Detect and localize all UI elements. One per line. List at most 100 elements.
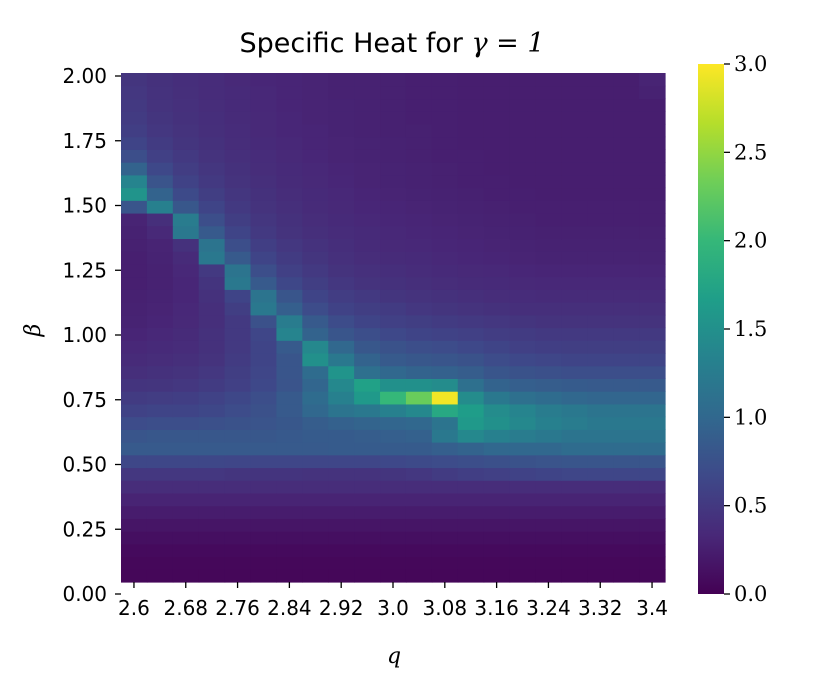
heatmap-cell xyxy=(146,162,174,176)
chart-title-text: Specific Heat for xyxy=(239,28,471,59)
heatmap-cell xyxy=(431,85,459,100)
heatmap-cell xyxy=(121,200,148,214)
heatmap-cell xyxy=(276,442,303,456)
heatmap-cell xyxy=(509,200,537,214)
heatmap-cell xyxy=(198,174,226,189)
heatmap-cell xyxy=(380,569,407,583)
chart-title: Specific Heat for γ = 1 xyxy=(239,28,544,59)
heatmap-cell xyxy=(457,518,485,532)
heatmap-cell xyxy=(639,416,666,430)
heatmap-cell xyxy=(198,327,226,341)
heatmap-cell xyxy=(380,518,407,532)
heatmap-cell xyxy=(224,174,252,189)
heatmap-cell xyxy=(405,314,433,329)
heatmap-cell xyxy=(224,162,252,176)
heatmap-cell xyxy=(302,365,329,379)
heatmap-cell xyxy=(146,85,174,100)
heatmap-cell xyxy=(613,276,640,290)
heatmap-cell xyxy=(587,85,614,100)
heatmap-cell xyxy=(302,391,329,405)
heatmap-cell xyxy=(431,365,459,379)
heatmap-cell xyxy=(276,340,303,354)
y-axis-label: β xyxy=(21,324,46,338)
heatmap-cell xyxy=(483,302,511,316)
heatmap-cell xyxy=(224,429,252,443)
heatmap-cell xyxy=(250,111,278,125)
heatmap-cell xyxy=(146,403,174,418)
heatmap-cell xyxy=(561,556,588,570)
heatmap-cell xyxy=(405,212,433,227)
heatmap-cell xyxy=(483,276,511,290)
y-tick-label: 0.00 xyxy=(62,582,107,606)
heatmap-cell xyxy=(250,98,278,112)
heatmap-cell xyxy=(483,480,511,494)
heatmap-cell xyxy=(431,238,459,252)
heatmap-cell xyxy=(302,289,329,303)
heatmap-cell xyxy=(302,531,329,545)
heatmap-cell xyxy=(224,365,252,379)
heatmap-cell xyxy=(328,136,355,150)
heatmap-cell xyxy=(561,403,588,418)
heatmap-cell xyxy=(613,442,640,456)
heatmap-cell xyxy=(535,289,562,303)
heatmap-cell xyxy=(224,454,252,469)
heatmap-cell xyxy=(639,263,666,278)
heatmap-cell xyxy=(276,454,303,469)
heatmap-cell xyxy=(431,480,459,494)
heatmap-cell xyxy=(405,327,433,341)
heatmap-cell xyxy=(405,518,433,532)
heatmap-cell xyxy=(276,416,303,430)
heatmap-cell xyxy=(587,340,614,354)
heatmap-cell xyxy=(276,352,303,367)
heatmap-cell xyxy=(639,556,666,570)
heatmap-cell xyxy=(224,149,252,163)
heatmap-cell xyxy=(172,276,200,290)
heatmap-cell xyxy=(431,569,459,583)
heatmap-cell xyxy=(250,492,278,507)
heatmap-cell xyxy=(224,187,252,201)
heatmap-cell xyxy=(587,263,614,278)
heatmap-cell xyxy=(561,391,588,405)
heatmap-cell xyxy=(639,492,666,507)
heatmap-cell xyxy=(302,505,329,519)
heatmap-cell xyxy=(198,378,226,392)
heatmap-cell xyxy=(613,340,640,354)
heatmap-cell xyxy=(354,314,381,329)
heatmap-cell xyxy=(639,378,666,392)
heatmap-cell xyxy=(457,162,485,176)
heatmap-cell xyxy=(587,289,614,303)
heatmap-cell xyxy=(613,327,640,341)
heatmap-cell xyxy=(224,442,252,456)
heatmap-cell xyxy=(561,480,588,494)
heatmap-cell xyxy=(613,569,640,583)
heatmap-cell xyxy=(121,391,148,405)
heatmap-cell xyxy=(613,492,640,507)
heatmap-cell xyxy=(587,365,614,379)
heatmap-cell xyxy=(224,238,252,252)
heatmap-cell xyxy=(276,174,303,189)
heatmap-cell xyxy=(457,174,485,189)
heatmap-cell xyxy=(431,378,459,392)
heatmap-cell xyxy=(535,238,562,252)
heatmap-cell xyxy=(535,225,562,240)
heatmap-cell xyxy=(121,174,148,189)
heatmap-cell xyxy=(250,569,278,583)
heatmap-cell xyxy=(535,365,562,379)
heatmap-cell xyxy=(172,569,200,583)
heatmap-cell xyxy=(302,111,329,125)
heatmap-cell xyxy=(431,467,459,481)
heatmap-cell xyxy=(146,543,174,558)
heatmap-cell xyxy=(561,454,588,469)
heatmap-cell xyxy=(328,518,355,532)
heatmap-cell xyxy=(587,429,614,443)
heatmap-cell xyxy=(405,289,433,303)
heatmap-cell xyxy=(172,314,200,329)
heatmap-cell xyxy=(405,187,433,201)
heatmap-cell xyxy=(354,136,381,150)
heatmap-cell xyxy=(276,365,303,379)
heatmap-cell xyxy=(639,467,666,481)
heatmap-cell xyxy=(431,73,459,87)
heatmap-cell xyxy=(535,162,562,176)
heatmap-cell xyxy=(276,543,303,558)
heatmap-cell xyxy=(172,162,200,176)
